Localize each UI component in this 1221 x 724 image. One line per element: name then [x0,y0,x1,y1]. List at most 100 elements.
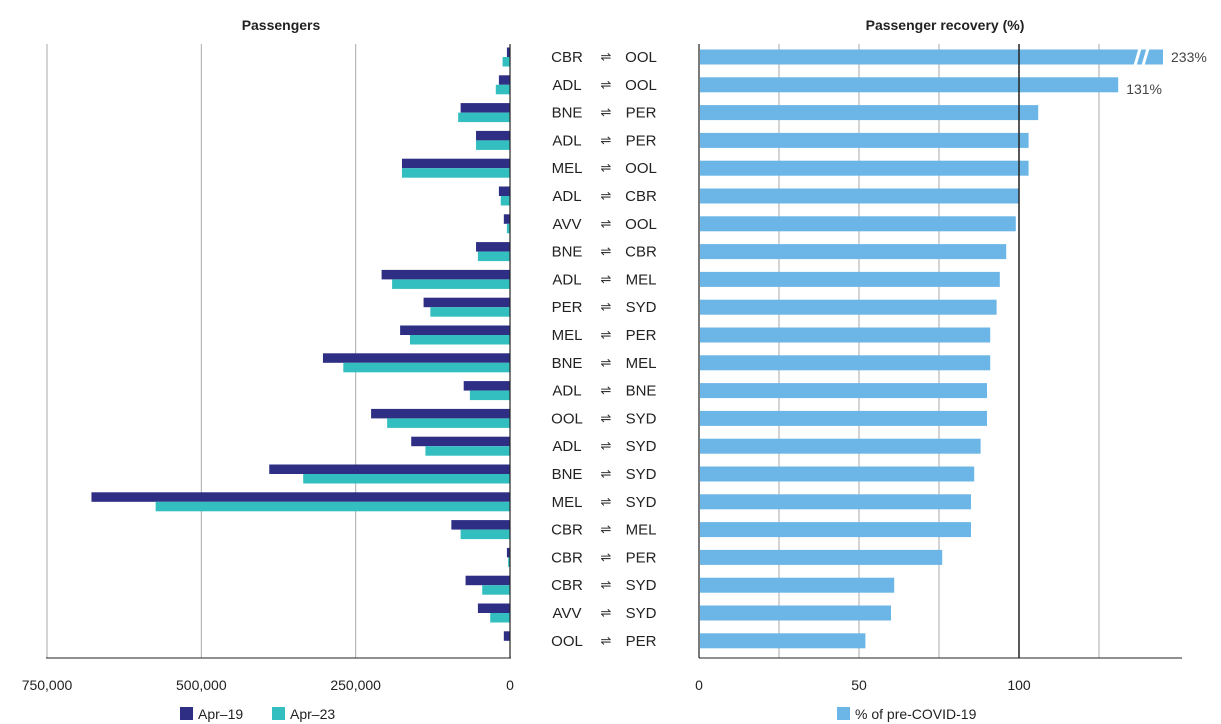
bar-apr23 [460,529,510,540]
bar-apr19 [381,269,510,280]
bar-recovery [700,271,1000,287]
bar-recovery [700,633,866,649]
route-from-label: CBR [551,49,583,66]
bar-recovery [700,577,895,593]
bar-apr23 [387,418,510,428]
route-from-label: MEL [552,160,583,177]
route-from-label: OOL [551,410,583,427]
route-to-label: MEL [626,271,657,288]
bar-apr23 [425,446,510,456]
route-to-label: MEL [626,355,657,372]
route-arrow-icon: ⇌ [601,189,612,204]
legend-swatch-apr19 [180,707,193,720]
bar-apr19 [91,492,510,502]
route-to-label: OOL [625,160,657,177]
axis-break-mark [1133,48,1142,66]
bar-recovery [700,188,1019,204]
bar-apr19 [460,103,510,113]
bar-recovery [700,49,1163,65]
route-from-label: ADL [552,132,581,149]
bar-apr23 [401,168,510,178]
bar-recovery [700,355,991,371]
route-arrow-icon: ⇌ [601,467,612,482]
route-to-label: SYD [626,438,657,455]
route-to-label: SYD [626,577,657,594]
bar-apr19 [476,130,510,141]
bar-recovery [700,132,1029,148]
route-from-label: MEL [552,327,583,344]
route-to-label: OOL [625,216,657,233]
route-from-label: BNE [552,244,583,261]
bar-recovery [700,438,981,454]
route-from-label: CBR [551,577,583,594]
route-arrow-icon: ⇌ [601,161,612,176]
route-to-label: PER [626,633,657,650]
bar-apr23 [502,57,510,67]
left-chart-title: Passengers [242,17,321,33]
bar-apr19 [503,631,510,641]
route-from-label: CBR [551,549,583,566]
left-x-tick-label: 0 [506,677,514,693]
bar-apr23 [476,140,510,150]
bar-apr19 [371,408,510,419]
legend-label-apr19: Apr‒19 [198,706,243,722]
bar-apr23 [495,84,510,95]
bar-apr23 [477,251,510,262]
route-from-label: MEL [552,494,583,511]
bar-apr19 [463,381,510,391]
route-to-label: SYD [626,605,657,622]
route-arrow-icon: ⇌ [601,578,612,593]
bar-recovery [700,327,991,343]
route-to-label: PER [626,549,657,566]
bar-recovery [700,105,1039,121]
left-x-tick-label: 500,000 [176,677,227,693]
route-to-label: PER [626,327,657,344]
route-arrow-icon: ⇌ [601,300,612,315]
bar-apr23 [482,585,510,595]
route-arrow-icon: ⇌ [601,606,612,621]
bar-apr23 [409,335,510,345]
right-chart-title: Passenger recovery (%) [866,17,1025,33]
bar-apr19 [465,575,510,586]
legend-swatch-apr23 [272,707,285,720]
route-from-label: ADL [552,188,581,205]
bar-apr23 [430,307,510,317]
bar-recovery [700,522,971,538]
axis-break-mark [1141,48,1150,66]
bar-apr19 [423,297,510,308]
bar-recovery [700,605,891,621]
bar-apr23 [500,196,510,206]
legend-label-apr23: Apr‒23 [290,706,335,722]
route-arrow-icon: ⇌ [601,356,612,371]
route-to-label: SYD [626,299,657,316]
right-x-tick-label: 100 [1007,677,1031,693]
bar-recovery [700,466,975,482]
legend-swatch-recovery [837,707,850,720]
route-from-label: OOL [551,633,583,650]
left-x-tick-label: 250,000 [330,677,381,693]
route-from-label: ADL [552,77,581,94]
bar-apr19 [476,242,510,252]
data-label: 131% [1126,81,1162,97]
bar-apr23 [506,223,510,234]
route-arrow-icon: ⇌ [601,133,612,148]
route-arrow-icon: ⇌ [601,328,612,343]
route-arrow-icon: ⇌ [601,272,612,287]
route-arrow-icon: ⇌ [601,50,612,65]
bar-apr19 [503,214,510,224]
route-to-label: MEL [626,522,657,539]
bar-apr19 [411,436,510,447]
bar-apr19 [269,464,510,474]
bar-apr19 [506,547,510,558]
bar-recovery [700,77,1119,93]
bar-apr19 [498,186,510,196]
route-to-label: OOL [625,77,657,94]
route-to-label: PER [626,132,657,149]
bar-apr19 [400,325,510,335]
route-to-label: OOL [625,49,657,66]
bar-apr23 [469,390,510,401]
route-arrow-icon: ⇌ [601,495,612,510]
bar-apr19 [498,75,510,85]
route-from-label: BNE [552,105,583,122]
right-x-tick-label: 50 [851,677,867,693]
